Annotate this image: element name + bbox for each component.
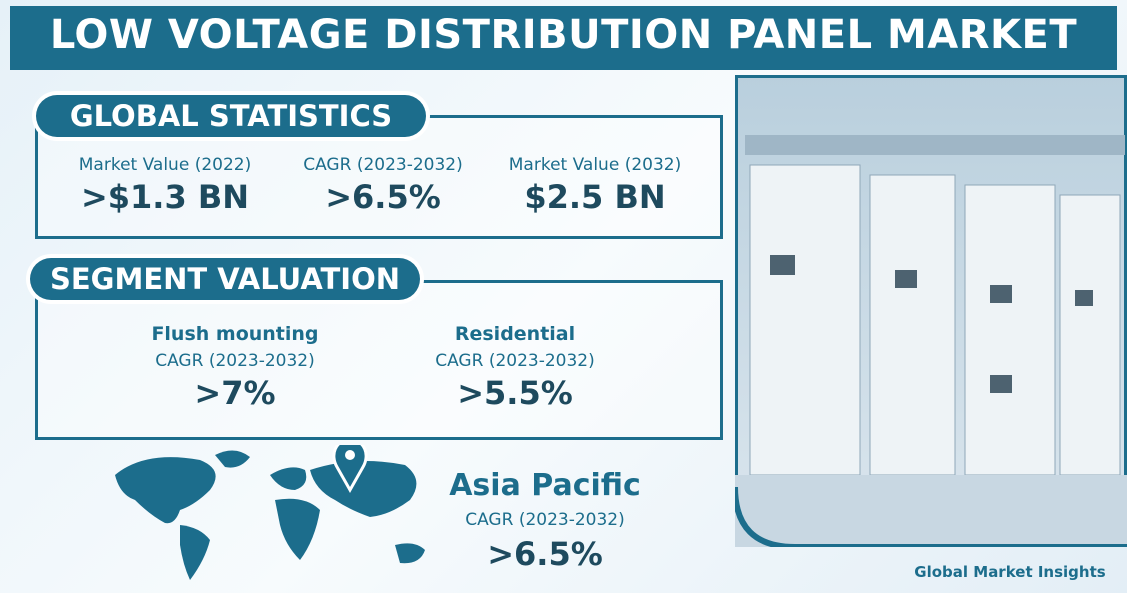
title-banner — [10, 6, 1117, 70]
region-value: >6.5% — [487, 535, 603, 573]
stat-value: >$1.3 BN — [80, 178, 250, 216]
segment-name: Residential — [454, 323, 576, 345]
segment-box — [35, 280, 723, 440]
segment-label: CAGR (2023-2032) — [155, 351, 315, 371]
panel-photo — [735, 75, 1127, 547]
stat-value: $2.5 BN — [524, 178, 666, 216]
stat-value: >6.5% — [325, 178, 441, 216]
world-map — [115, 445, 425, 580]
title: LOW VOLTAGE DISTRIBUTION PANEL MARKET — [49, 12, 1078, 58]
segment-label: CAGR (2023-2032) — [435, 351, 595, 371]
stats-heading: GLOBAL STATISTICS — [36, 95, 426, 137]
region-name: Asia Pacific — [449, 468, 641, 503]
logo: Global Market Insights — [914, 563, 1106, 581]
stat-label: Market Value (2032) — [508, 155, 682, 175]
stat-label: Market Value (2022) — [78, 155, 252, 175]
region-label: CAGR (2023-2032) — [465, 510, 625, 530]
segment-value: >7% — [194, 374, 276, 412]
stat-label: CAGR (2023-2032) — [303, 155, 463, 175]
segment-name: Flush mounting — [151, 323, 319, 345]
segment-value: >5.5% — [457, 374, 573, 412]
segment-heading: SEGMENT VALUATION — [30, 258, 420, 300]
